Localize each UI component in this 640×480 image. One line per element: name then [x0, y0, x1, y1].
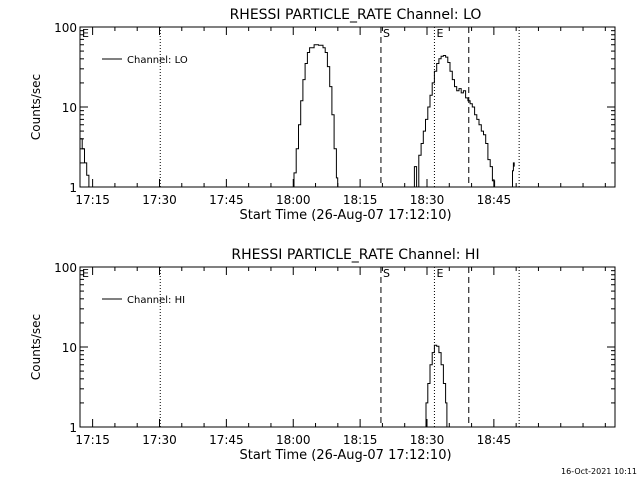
hi-x-tick-label: 17:45 [209, 433, 244, 447]
lo-marker-label: E [82, 27, 89, 40]
lo-y-tick-label: 10 [62, 101, 77, 115]
lo-y-axis-label: Counts/sec [29, 74, 43, 140]
lo-marker-label: S [383, 27, 390, 40]
lo-series-line-segment [511, 162, 515, 188]
hi-marker-label: E [436, 267, 443, 280]
lo-chart-title: RHESSI PARTICLE_RATE Channel: LO [230, 7, 482, 23]
lo-series-line-segment [412, 55, 496, 188]
hi-x-tick-label: 18:30 [410, 433, 445, 447]
hi-legend-label: Channel: HI [127, 295, 185, 306]
footer-timestamp: 16-Oct-2021 10:11 [561, 467, 637, 476]
lo-series-line-segment [80, 138, 90, 187]
lo-legend-label: Channel: LO [127, 55, 188, 66]
lo-series-line-segment [291, 44, 339, 188]
hi-x-tick-label: 18:00 [276, 433, 311, 447]
hi-x-tick-label: 17:30 [142, 433, 177, 447]
lo-y-tick-label: 100 [54, 21, 77, 35]
hi-y-axis-label: Counts/sec [29, 314, 43, 380]
lo-x-tick-label: 18:45 [477, 193, 512, 207]
hi-series-line-segment [424, 344, 448, 428]
hi-y-tick-label: 1 [69, 421, 77, 435]
lo-x-tick-label: 18:15 [343, 193, 378, 207]
lo-marker-label: E [436, 27, 443, 40]
hi-chart-title: RHESSI PARTICLE_RATE Channel: HI [231, 247, 479, 263]
hi-marker-label: E [82, 267, 89, 280]
lo-x-tick-label: 17:15 [75, 193, 110, 207]
hi-y-tick-label: 100 [54, 261, 77, 275]
hi-x-tick-label: 17:15 [75, 433, 110, 447]
hi-x-tick-label: 18:45 [477, 433, 512, 447]
hi-x-axis-label: Start Time (26-Aug-07 17:12:10) [239, 448, 451, 463]
hi-channel-panel: RHESSI PARTICLE_RATE Channel: HI Counts/s… [29, 247, 616, 463]
lo-y-tick-label: 1 [69, 181, 77, 195]
lo-channel-panel: RHESSI PARTICLE_RATE Channel: LO Counts/s… [29, 7, 616, 223]
hi-marker-label: S [383, 267, 390, 280]
lo-x-tick-label: 18:00 [276, 193, 311, 207]
hi-x-tick-label: 18:15 [343, 433, 378, 447]
lo-x-tick-label: 17:45 [209, 193, 244, 207]
lo-x-tick-label: 17:30 [142, 193, 177, 207]
lo-x-axis-label: Start Time (26-Aug-07 17:12:10) [239, 208, 451, 223]
hi-y-tick-label: 10 [62, 341, 77, 355]
lo-x-tick-label: 18:30 [410, 193, 445, 207]
